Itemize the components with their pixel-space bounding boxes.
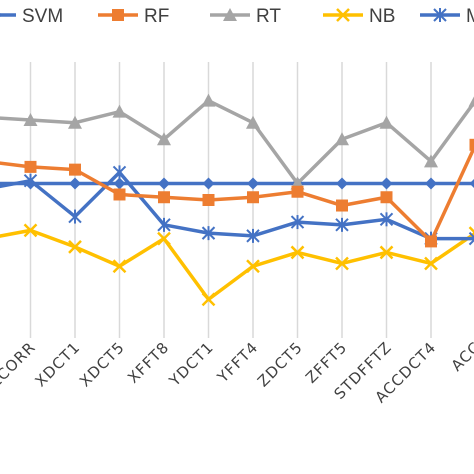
legend-background (0, 0, 474, 36)
x-tick-label-zdct5: ZDCT5 (254, 338, 306, 390)
point-nb-xfft8 (157, 231, 171, 246)
legend-label-m: M (466, 6, 474, 27)
point-svm-xdct1 (69, 177, 81, 190)
point-rf-zdct5 (291, 185, 304, 198)
point-nb-stdfftz (379, 245, 394, 260)
series-lines (0, 93, 474, 307)
point-m-xfft8 (157, 217, 171, 232)
point-m-xdct5 (112, 165, 127, 180)
point-svm-accdct4 (425, 177, 437, 190)
point-rf-yfft4 (247, 191, 259, 204)
series-line-m (0, 170, 474, 241)
legend-marker-nb (336, 8, 350, 22)
x-tick-label-xdct5: XDCT5 (76, 338, 128, 390)
legend-item-rt: RT (210, 6, 281, 27)
legend-marker-rt (223, 8, 237, 21)
point-svm-xdct5 (113, 177, 126, 190)
point-m-ydct1 (201, 226, 216, 241)
point-nb-yzcorr (23, 223, 38, 238)
point-m-xdct1 (68, 209, 82, 224)
point-m-yfft4 (246, 228, 260, 243)
point-svm-ydct1 (202, 177, 215, 190)
point-svm-yfft4 (247, 177, 259, 190)
point-rf-xfft8 (158, 191, 170, 204)
point-rf-stdfftz (380, 191, 393, 204)
point-rf-acc (469, 138, 474, 151)
point-nb-yfft4 (246, 259, 260, 274)
point-rt-yzcorr (23, 112, 38, 126)
series-nb (0, 223, 474, 307)
legend-marker-m (433, 8, 447, 22)
legend-item-nb: NB (323, 6, 395, 27)
point-rt-xfft8 (157, 132, 171, 146)
point-rf-xdct5 (113, 188, 126, 201)
point-nb-zfft5 (335, 256, 349, 271)
point-m-acc (468, 231, 474, 246)
point-rt-accdct4 (424, 154, 438, 168)
point-nb-xdct1 (68, 240, 82, 254)
point-rf-zfft5 (336, 199, 348, 212)
legend: SVM RF RT NB M (0, 6, 474, 27)
legend-label-rt: RT (256, 6, 281, 27)
x-tick-labels: RRYZCORRXDCT1XDCT5XFFT8YDCT1YFFT4ZDCT5ZF… (0, 338, 474, 406)
legend-label-nb: NB (369, 6, 395, 27)
legend-label-svm: SVM (22, 6, 63, 27)
point-rt-acc (468, 96, 474, 107)
point-rf-yzcorr (24, 160, 37, 173)
point-m-zdct5 (290, 215, 305, 230)
series-m (0, 165, 474, 246)
x-tick-label-xfft8: XFFT8 (124, 338, 173, 387)
point-nb-accdct4 (424, 256, 438, 271)
x-tick-label-xdct1: XDCT1 (31, 338, 83, 390)
legend-label-rf: RF (144, 6, 169, 27)
legend-item-m: M (420, 6, 474, 27)
point-m-yzcorr (23, 173, 38, 188)
point-rt-yfft4 (246, 115, 260, 129)
point-nb-zdct5 (290, 245, 305, 260)
point-svm-zfft5 (336, 177, 348, 190)
legend-item-svm: SVM (0, 6, 63, 27)
series-rf (0, 138, 474, 248)
point-rt-xdct1 (68, 115, 82, 129)
point-m-stdfftz (379, 212, 394, 227)
legend-item-rf: RF (98, 6, 169, 27)
point-rf-xdct1 (69, 163, 81, 176)
point-m-zfft5 (335, 217, 349, 232)
point-svm-stdfftz (380, 177, 393, 190)
point-nb-ydct1 (201, 292, 216, 307)
series-line-rf (0, 144, 474, 244)
point-svm-acc (469, 178, 474, 188)
legend-marker-rf (112, 9, 124, 21)
point-rf-accdct4 (425, 235, 437, 248)
point-nb-xdct5 (112, 259, 127, 274)
series-line-nb (0, 228, 474, 302)
point-rf-ydct1 (202, 194, 215, 206)
series-rt (0, 93, 474, 190)
x-tick-label-ydct1: YDCT1 (165, 338, 217, 390)
point-svm-xfft8 (158, 177, 170, 190)
point-rt-zfft5 (335, 132, 349, 146)
x-tick-label-yzcorr: YZCORR (0, 338, 39, 400)
legend-marker-svm (0, 13, 2, 17)
series-svm (0, 177, 474, 190)
x-tick-label-acc: ACC (448, 338, 474, 375)
point-rt-xdct5 (112, 104, 127, 118)
series-line-rt (0, 98, 474, 186)
point-rt-stdfftz (379, 115, 394, 129)
point-rt-ydct1 (201, 93, 216, 107)
